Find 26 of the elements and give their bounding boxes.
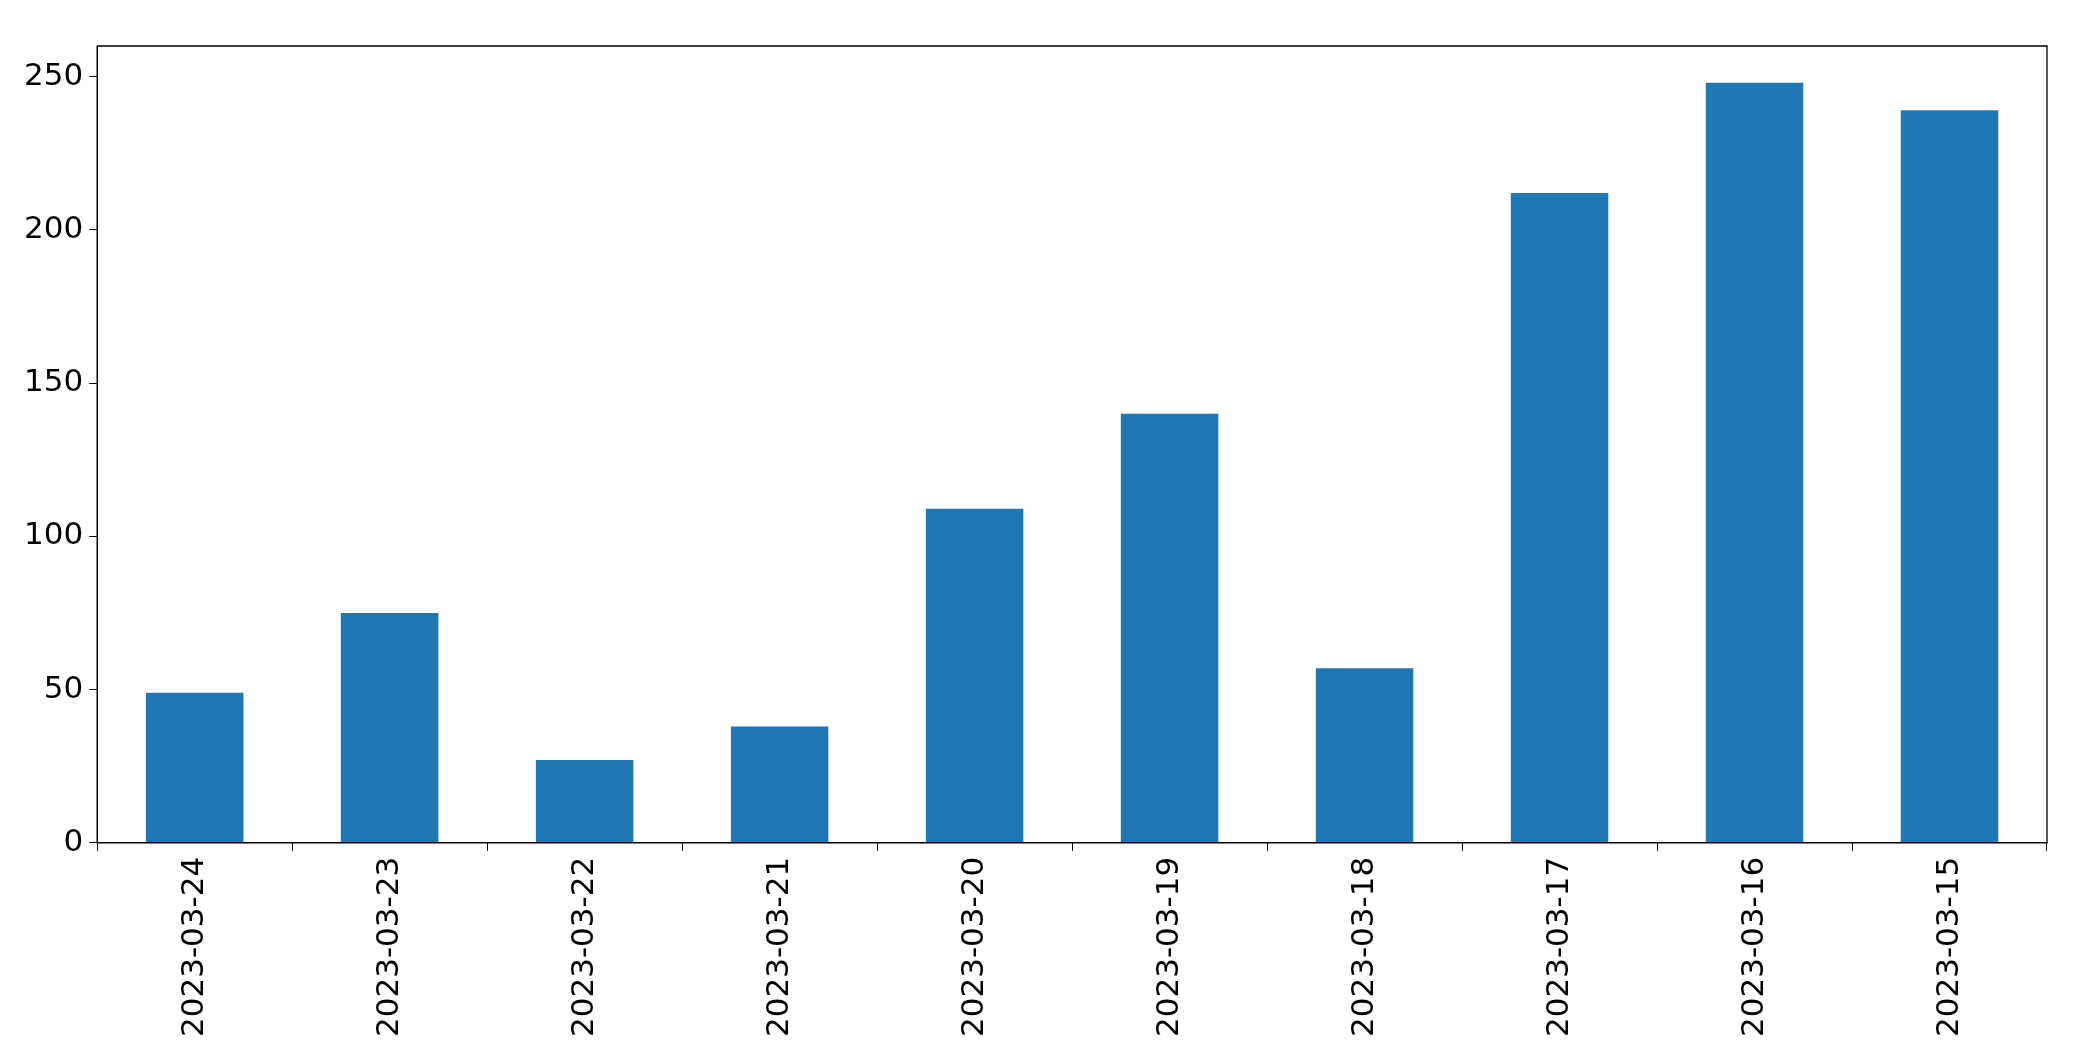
x-tick-label: 2023-03-18 xyxy=(1343,856,1380,1038)
bar xyxy=(340,612,439,843)
x-tick-label: 2023-03-17 xyxy=(1538,856,1575,1038)
x-tick-label: 2023-03-22 xyxy=(563,856,600,1038)
y-tick-label: 200 xyxy=(24,208,84,245)
bar xyxy=(145,692,244,843)
bar xyxy=(535,760,634,843)
y-tick-label: 250 xyxy=(24,55,84,92)
bar xyxy=(1120,413,1219,843)
bar xyxy=(1900,110,1999,843)
y-tick-label: 50 xyxy=(43,668,84,705)
y-tick-label: 0 xyxy=(63,821,84,858)
bar xyxy=(1315,668,1414,843)
y-tick-label: 150 xyxy=(24,362,84,399)
y-tick-label: 100 xyxy=(24,515,84,552)
bar xyxy=(1510,193,1609,843)
bar xyxy=(1705,82,1804,843)
bar xyxy=(730,726,829,843)
x-tick-label: 2023-03-15 xyxy=(1928,856,1965,1038)
x-tick-label: 2023-03-24 xyxy=(173,856,210,1038)
x-tick-label: 2023-03-23 xyxy=(368,856,405,1038)
x-tick-label: 2023-03-20 xyxy=(953,856,990,1038)
bar xyxy=(925,508,1024,843)
x-tick-label: 2023-03-19 xyxy=(1148,856,1185,1038)
x-tick-label: 2023-03-21 xyxy=(758,856,795,1038)
x-tick-label: 2023-03-16 xyxy=(1733,856,1770,1038)
